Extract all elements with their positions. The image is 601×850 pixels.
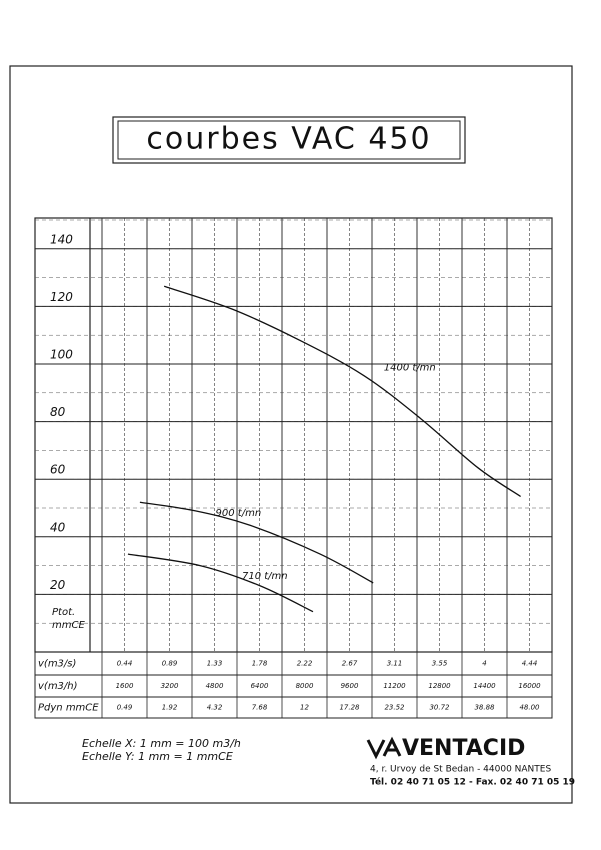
cell: 2.22 bbox=[297, 660, 313, 668]
cell: 38.88 bbox=[474, 704, 495, 712]
title-box-outer bbox=[112, 116, 466, 164]
brand: VENTACID bbox=[402, 736, 525, 761]
scale-y: Echelle Y: 1 mm = 1 mmCE bbox=[82, 750, 233, 763]
cell: 0.49 bbox=[117, 704, 133, 712]
y-tick-label: 60 bbox=[50, 463, 66, 477]
cell: 0.89 bbox=[162, 660, 178, 668]
address: 4, r. Urvoy de St Bedan - 44000 NANTES bbox=[370, 765, 551, 775]
cell: 4.32 bbox=[207, 704, 223, 712]
cell: 11200 bbox=[383, 682, 406, 690]
row-label: v(m3/h) bbox=[38, 681, 78, 692]
curve bbox=[139, 501, 374, 584]
scale-x: Echelle X: 1 mm = 100 m3/h bbox=[82, 737, 241, 750]
y-tick-label: 140 bbox=[50, 232, 73, 246]
outer-frame bbox=[9, 65, 573, 804]
cell: 2.67 bbox=[342, 660, 358, 668]
chart: 20 40 60 80 100 120 140 Ptot. mmCE 1400 t/mn 900 t… bbox=[34, 217, 553, 719]
y-tick-label: 120 bbox=[50, 290, 73, 304]
cell: 8000 bbox=[296, 682, 314, 690]
cell: 23.52 bbox=[384, 704, 405, 712]
cell: 0.44 bbox=[117, 660, 133, 668]
cell: 4800 bbox=[206, 682, 224, 690]
cell: 14400 bbox=[473, 682, 496, 690]
row-label: Pdyn mmCE bbox=[38, 703, 99, 714]
cell: 3.55 bbox=[432, 660, 448, 668]
cell: 17.28 bbox=[339, 704, 360, 712]
y-tick-label: 20 bbox=[50, 578, 66, 592]
title-box-inner bbox=[117, 120, 461, 160]
table-row bbox=[34, 696, 553, 719]
chart-title: courbes VAC 450 bbox=[146, 122, 431, 157]
cell: 9600 bbox=[341, 682, 359, 690]
y-axis-label: Ptot. mmCE bbox=[52, 607, 85, 631]
cell: 3200 bbox=[161, 682, 179, 690]
cell: 12 bbox=[300, 704, 309, 712]
cell: 4 bbox=[482, 660, 486, 668]
cell: 30.72 bbox=[429, 704, 450, 712]
curve bbox=[127, 553, 314, 613]
y-tick-label: 40 bbox=[50, 520, 66, 534]
phone: Tél. 02 40 71 05 12 - Fax. 02 40 71 05 1… bbox=[370, 777, 575, 788]
cell: 1.78 bbox=[252, 660, 268, 668]
y-tick-label: 100 bbox=[50, 348, 73, 362]
cell: 1600 bbox=[116, 682, 134, 690]
y-tick-label: 80 bbox=[50, 405, 66, 419]
cell: 16000 bbox=[518, 682, 541, 690]
curve-label: 900 t/mn bbox=[216, 508, 262, 519]
cell: 3.11 bbox=[387, 660, 403, 668]
cell: 1.33 bbox=[207, 660, 223, 668]
cell: 48.00 bbox=[519, 704, 540, 712]
cell: 1.92 bbox=[162, 704, 178, 712]
curve-label: 1400 t/mn bbox=[384, 363, 436, 374]
cell: 12800 bbox=[428, 682, 451, 690]
plot-frame bbox=[34, 217, 553, 653]
row-label: v(m3/s) bbox=[38, 659, 76, 670]
table-row bbox=[34, 651, 553, 676]
logo-mark bbox=[366, 736, 402, 760]
cell: 6400 bbox=[251, 682, 269, 690]
cell: 7.68 bbox=[252, 704, 268, 712]
cell: 4.44 bbox=[522, 660, 538, 668]
curve bbox=[163, 285, 521, 498]
curve-label: 710 t/mn bbox=[242, 571, 288, 582]
